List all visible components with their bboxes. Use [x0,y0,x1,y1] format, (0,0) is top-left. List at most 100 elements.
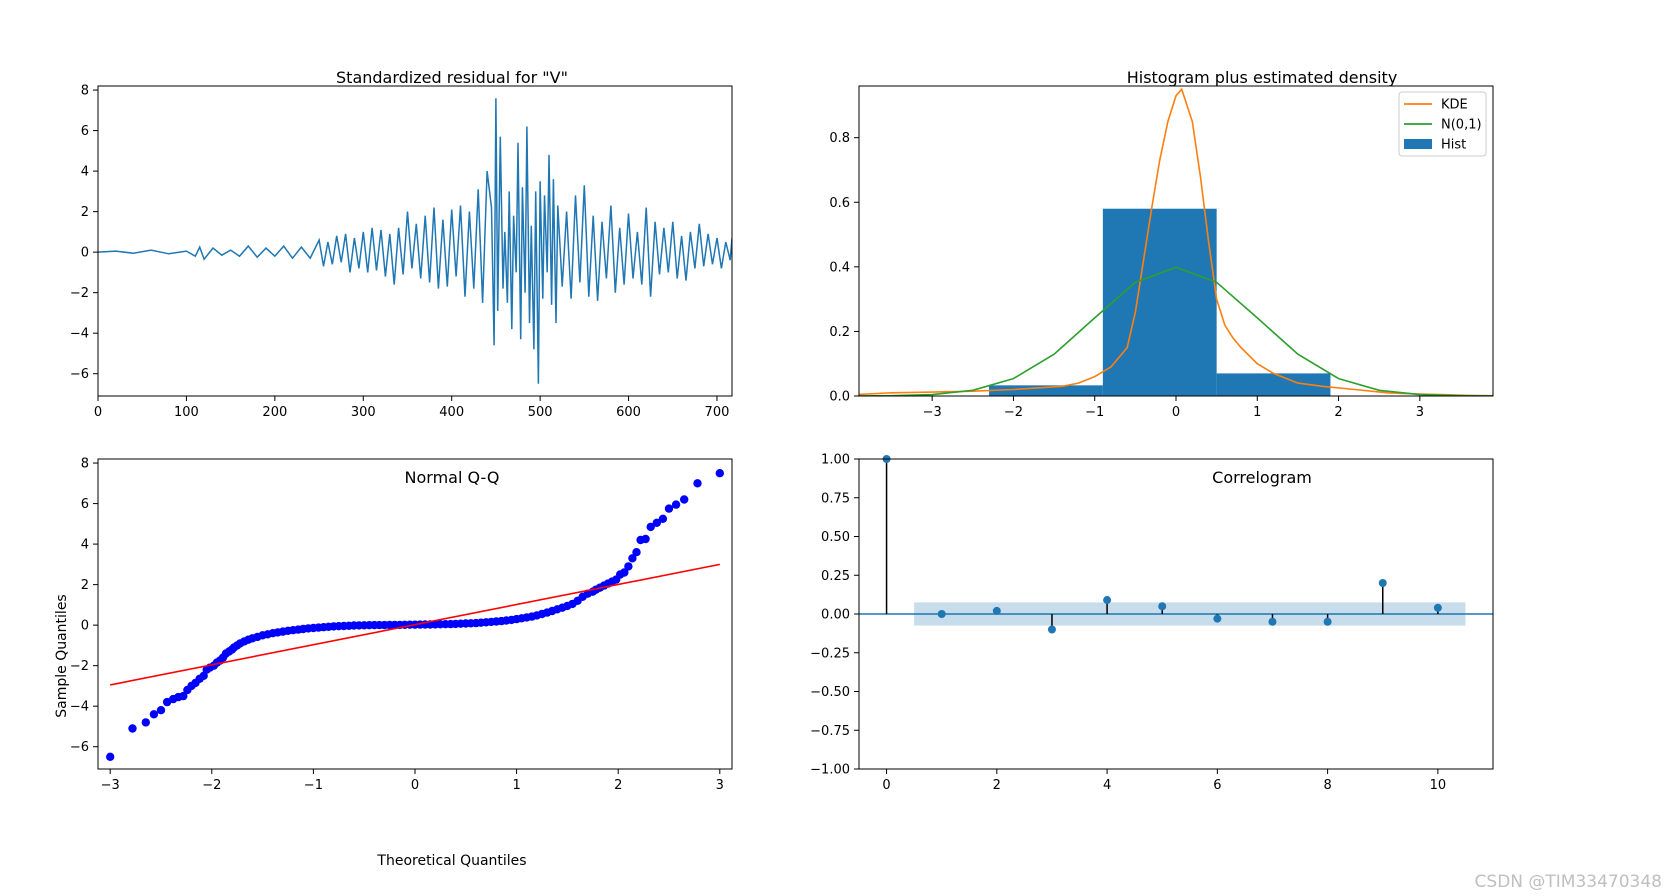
correlogram-y-tick-label: −1.00 [810,763,850,778]
qq-y-tick-label: 6 [81,497,89,512]
panel-histogram: Histogram plus estimated density −3 −2 −1 0… [829,68,1494,420]
histogram-bar [989,385,1103,396]
qq-x-tick-label: −1 [304,778,323,793]
correlogram-y-tick-label: −0.25 [810,646,850,661]
residual-x-tick-label: 100 [174,405,199,420]
residual-series-line [98,98,732,384]
histogram-x-tick-label: −1 [1085,405,1104,420]
panel-standardized-residual: Standardized residual for "V" 0 100 200 300… [70,68,733,420]
qq-x-tick-label: −3 [101,778,120,793]
residual-x-tick-label: 600 [616,405,641,420]
correlogram-marker [1213,614,1222,623]
qq-plot-area: −3 −2 −1 0 1 2 3 −6 −4 −2 0 2 4 6 8 [70,457,733,793]
histogram-frame [858,85,1494,397]
residual-plot-area: 0 100 200 300 400 500 600 700 −6 −4 −2 0 2 4 6 8 [70,84,733,420]
histogram-x-tick-label: 0 [1172,405,1180,420]
correlogram-x-tick-label: 6 [1213,778,1221,793]
qq-x-tick-label: −2 [202,778,221,793]
histogram-y-tick-label: 0.2 [829,325,850,340]
qq-point [658,514,668,523]
qq-point [715,469,724,478]
qq-y-axis-label: Sample Quantiles [54,594,70,717]
qq-y-tick-label: 8 [81,457,89,472]
residual-x-tick-label: 200 [262,405,287,420]
residual-x-tick-label: 700 [705,405,730,420]
correlogram-marker [1323,617,1332,626]
residual-y-tick-label: 6 [81,124,89,139]
histogram-normal-line [859,266,1493,396]
correlogram-frame [858,458,1494,770]
correlogram-marker [992,606,1001,615]
residual-x-tick-label: 300 [351,405,376,420]
correlogram-x-tick-label: 10 [1430,778,1447,793]
qq-point [179,691,188,701]
residual-x-tick-label: 0 [94,405,102,420]
qq-x-tick-label: 2 [614,778,622,793]
watermark: CSDN @TIM33470348 [1474,872,1662,892]
qq-point [632,548,641,557]
qq-point [106,752,115,761]
histogram-y-tick-label: 0.4 [829,260,850,275]
correlogram-y-tick-label: 0.50 [821,530,850,545]
histogram-y-tick-label: 0.0 [829,390,850,405]
qq-x-tick-label: 1 [512,778,520,793]
correlogram-x-tick-label: 4 [1103,778,1111,793]
correlogram-marker [1047,625,1056,634]
correlogram-marker [937,610,946,618]
histogram-x-tick-label: 1 [1253,405,1261,420]
histogram-x-tick-label: 2 [1334,405,1342,420]
qq-x-axis-label: Theoretical Quantiles [376,853,526,869]
correlogram-marker [1433,603,1442,612]
qq-y-tick-label: −4 [70,700,89,715]
residual-y-tick-label: 0 [81,246,89,261]
qq-x-tick-label: 3 [716,778,724,793]
correlogram-x-tick-label: 0 [882,778,890,793]
residual-y-tick-label: −4 [70,327,89,342]
correlogram-y-tick-label: −0.50 [810,685,850,700]
legend-kde-label: KDE [1441,98,1468,113]
qq-reference-line [110,563,720,686]
correlogram-marker [1268,617,1277,626]
legend-normal-label: N(0,1) [1441,118,1482,133]
qq-point [664,504,674,513]
qq-y-tick-label: −2 [70,659,89,674]
qq-point [628,554,637,563]
residual-x-tick-label: 500 [528,405,553,420]
qq-point [141,718,150,727]
residual-y-tick-label: 4 [81,165,89,180]
histogram-bar [1102,208,1217,396]
correlogram-title: Correlogram [1212,468,1312,487]
residual-y-tick-label: 2 [81,205,89,220]
residual-x-tick-label: 400 [439,405,464,420]
qq-y-tick-label: −6 [70,740,89,755]
qq-point [646,522,655,532]
correlogram-y-tick-label: 0.00 [821,608,850,623]
qq-point [128,724,137,733]
legend-hist-label: Hist [1441,138,1466,153]
qq-point [652,518,661,527]
correlogram-y-tick-label: 0.75 [821,491,850,506]
legend-hist-swatch [1404,139,1432,149]
histogram-y-tick-label: 0.8 [829,131,850,146]
histogram-y-tick-label: 0.6 [829,196,850,211]
qq-point [624,562,633,571]
qq-x-tick-label: 0 [411,778,419,793]
qq-point [620,568,629,577]
qq-point [641,534,650,544]
qq-y-tick-label: 4 [81,538,89,553]
correlogram-y-tick-label: 1.00 [821,453,850,468]
qq-title: Normal Q-Q [405,468,500,487]
residual-y-tick-label: 8 [81,84,89,99]
histogram-title: Histogram plus estimated density [1127,68,1398,87]
correlogram-marker [1378,579,1387,587]
correlogram-marker [1158,602,1167,611]
residual-y-tick-label: −6 [70,367,89,382]
histogram-legend: KDE N(0,1) Hist [1398,91,1487,157]
histogram-plot-area: −3 −2 −1 0 1 2 3 0.0 0.2 0.4 0.6 0.8 [829,85,1494,420]
qq-y-tick-label: 0 [81,619,89,634]
residual-frame [97,85,733,397]
correlogram-y-tick-label: 0.25 [821,569,850,584]
qq-point [680,495,689,504]
panel-correlogram: Correlogram 0 2 4 6 8 10−1.00−0.75−0.50−0.250… [810,453,1494,793]
